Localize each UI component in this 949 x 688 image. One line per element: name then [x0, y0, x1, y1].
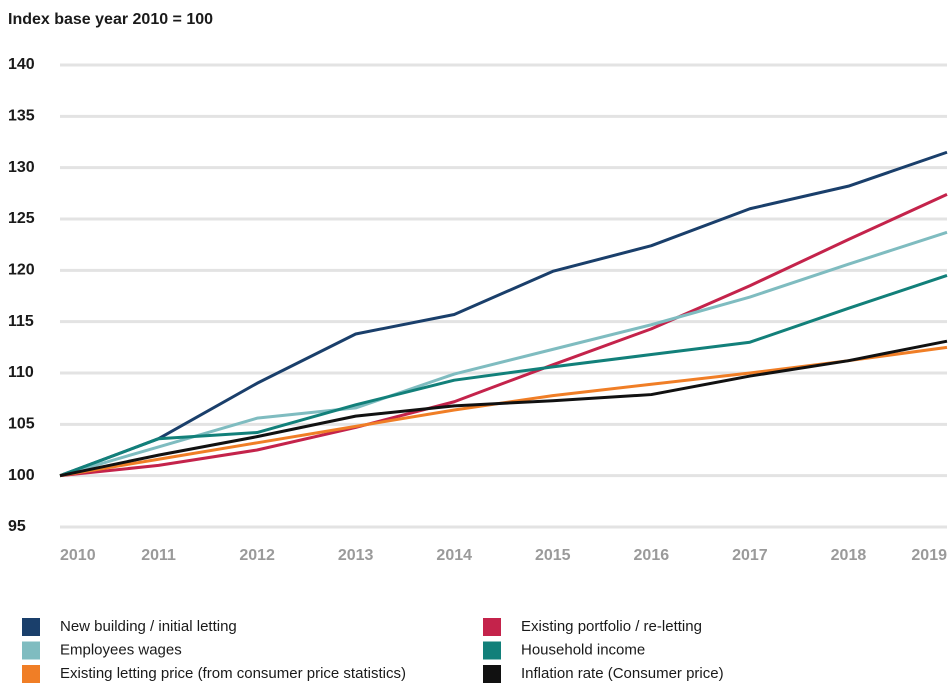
legend-label: Inflation rate (Consumer price)	[521, 665, 724, 682]
y-tick-label: 95	[8, 518, 26, 535]
x-tick-label: 2018	[831, 547, 867, 564]
x-tick-label: 2012	[239, 547, 275, 564]
chart-title: Index base year 2010 = 100	[8, 11, 213, 28]
y-tick-label: 105	[8, 416, 35, 433]
x-tick-label: 2016	[634, 547, 670, 564]
legend-label: Employees wages	[60, 641, 182, 658]
x-tick-label: 2010	[60, 547, 96, 564]
series-line	[59, 192, 948, 478]
legend-label: Existing letting price (from consumer pr…	[60, 665, 406, 682]
legend-label: New building / initial letting	[60, 618, 237, 635]
x-tick-label: 2011	[141, 547, 176, 564]
y-tick-label: 125	[8, 210, 35, 227]
y-tick-label: 140	[8, 56, 35, 73]
x-tick-label: 2014	[436, 547, 472, 564]
legend-swatch	[22, 618, 40, 636]
x-tick-label: 2017	[732, 547, 768, 564]
legend-swatch	[22, 665, 40, 683]
y-tick-label: 120	[8, 262, 35, 279]
x-tick-label: 2019	[911, 547, 947, 564]
series-line	[59, 339, 948, 478]
y-tick-label: 100	[8, 467, 35, 484]
y-tick-label: 130	[8, 159, 35, 176]
legend-swatch	[483, 641, 501, 660]
legend-label: Household income	[521, 641, 645, 658]
legend-swatch	[483, 618, 501, 636]
legend-swatch	[483, 665, 501, 683]
x-tick-label: 2015	[535, 547, 571, 564]
series-line	[59, 150, 948, 478]
series-line	[59, 274, 948, 478]
legend-label: Existing portfolio / re-letting	[521, 618, 702, 635]
y-tick-label: 110	[8, 364, 34, 381]
y-tick-label: 135	[8, 108, 35, 125]
series-line	[59, 230, 948, 478]
x-tick-label: 2013	[338, 547, 374, 564]
legend-swatch	[22, 641, 40, 660]
y-tick-label: 115	[8, 313, 34, 330]
